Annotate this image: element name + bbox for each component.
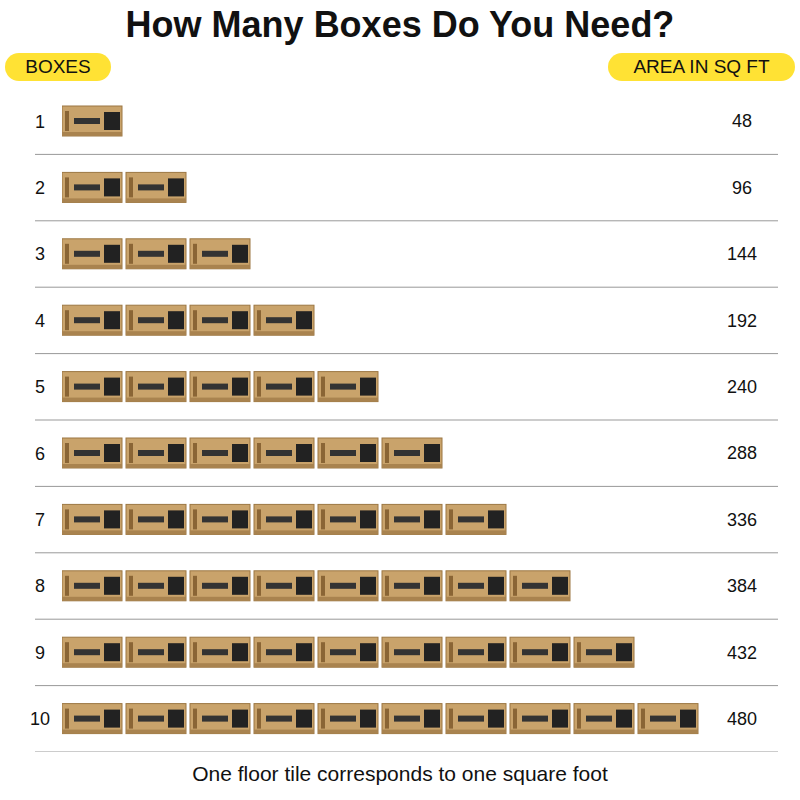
svg-text:6: 6 (35, 444, 45, 464)
html-text:BOXES: BOXES (25, 56, 91, 77)
html-text:AREA IN SQ FT: AREA IN SQ FT (633, 56, 770, 77)
svg-text:3: 3 (35, 244, 45, 264)
svg-text:9: 9 (35, 643, 45, 663)
svg-text:2: 2 (35, 178, 45, 198)
svg-text:7: 7 (35, 510, 45, 530)
svg-text:8: 8 (35, 576, 45, 596)
svg-text:240: 240 (727, 377, 757, 397)
svg-text:10: 10 (30, 709, 50, 729)
svg-text:48: 48 (732, 111, 752, 131)
svg-text:4: 4 (35, 311, 45, 331)
svg-text:480: 480 (727, 709, 757, 729)
svg-text:5: 5 (35, 377, 45, 397)
svg-text:96: 96 (732, 178, 752, 198)
svg-text:192: 192 (727, 311, 757, 331)
html-text:One floor tile corresponds to: One floor tile corresponds to one square… (192, 762, 608, 785)
html-text:How Many Boxes Do You Need?: How Many Boxes Do You Need? (125, 4, 675, 45)
svg-text:432: 432 (727, 643, 757, 663)
svg-text:144: 144 (727, 244, 757, 264)
svg-text:1: 1 (35, 112, 45, 132)
svg-text:384: 384 (727, 576, 757, 596)
svg-text:336: 336 (727, 510, 757, 530)
svg-text:288: 288 (727, 443, 757, 463)
